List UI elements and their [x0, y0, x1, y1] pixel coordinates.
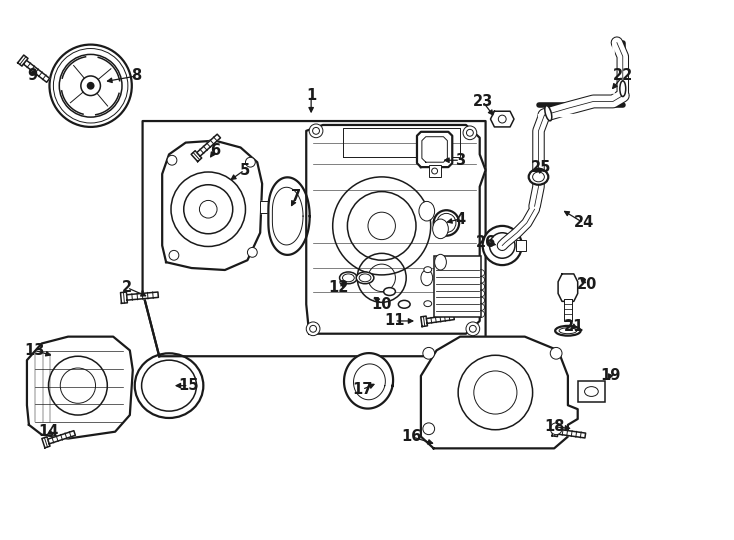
Ellipse shape [435, 254, 446, 270]
Text: 3: 3 [455, 153, 465, 168]
Polygon shape [162, 140, 262, 270]
Circle shape [306, 322, 320, 336]
Text: 4: 4 [455, 212, 465, 227]
Text: 19: 19 [600, 368, 620, 383]
Text: 16: 16 [401, 429, 421, 444]
Text: 14: 14 [38, 424, 59, 439]
Circle shape [167, 156, 177, 165]
Polygon shape [269, 177, 310, 255]
Polygon shape [27, 336, 133, 438]
Polygon shape [421, 316, 427, 327]
Polygon shape [23, 60, 50, 82]
Ellipse shape [356, 272, 374, 284]
Ellipse shape [421, 270, 432, 286]
Text: 20: 20 [578, 277, 597, 292]
Ellipse shape [424, 267, 432, 273]
Polygon shape [127, 292, 159, 300]
Polygon shape [260, 201, 274, 213]
Ellipse shape [432, 219, 448, 239]
Polygon shape [421, 336, 578, 448]
Circle shape [423, 423, 435, 435]
Circle shape [87, 82, 95, 90]
Ellipse shape [399, 300, 410, 308]
Circle shape [550, 423, 562, 435]
Text: 12: 12 [328, 280, 349, 295]
Polygon shape [191, 151, 202, 161]
Polygon shape [18, 55, 28, 66]
Text: 26: 26 [476, 235, 495, 250]
Text: 17: 17 [352, 382, 372, 397]
Text: 9: 9 [26, 69, 37, 84]
Circle shape [245, 157, 255, 167]
Text: 18: 18 [544, 419, 564, 434]
Ellipse shape [545, 106, 552, 121]
Polygon shape [417, 132, 452, 167]
Circle shape [169, 251, 179, 260]
Circle shape [247, 247, 257, 257]
Ellipse shape [555, 326, 581, 336]
Text: 15: 15 [178, 378, 199, 393]
Bar [516, 240, 526, 252]
Polygon shape [120, 292, 128, 303]
Circle shape [423, 347, 435, 359]
Polygon shape [306, 125, 486, 334]
Text: 25: 25 [531, 160, 552, 174]
Circle shape [466, 322, 480, 336]
Bar [564, 299, 572, 321]
Ellipse shape [528, 169, 548, 185]
Bar [434, 256, 481, 317]
Text: 24: 24 [573, 215, 594, 231]
Polygon shape [344, 353, 393, 409]
Bar [578, 381, 605, 402]
Bar [429, 165, 440, 177]
Ellipse shape [419, 201, 435, 221]
Circle shape [463, 126, 477, 140]
Circle shape [550, 347, 562, 359]
Polygon shape [197, 134, 220, 156]
Text: 8: 8 [131, 69, 142, 84]
Polygon shape [558, 274, 578, 301]
Text: 21: 21 [564, 319, 584, 334]
Circle shape [483, 226, 522, 265]
Text: 5: 5 [239, 163, 250, 178]
Ellipse shape [619, 81, 625, 97]
Polygon shape [426, 315, 454, 323]
Ellipse shape [384, 288, 396, 295]
Text: 2: 2 [122, 280, 132, 295]
Polygon shape [552, 426, 559, 436]
Ellipse shape [424, 301, 432, 307]
Text: 11: 11 [384, 313, 404, 328]
Ellipse shape [340, 272, 357, 284]
Text: 22: 22 [613, 69, 633, 84]
Text: 13: 13 [25, 343, 45, 358]
Text: 1: 1 [306, 88, 316, 103]
Polygon shape [558, 429, 586, 438]
Text: 6: 6 [210, 143, 220, 158]
Text: 10: 10 [371, 297, 392, 312]
Text: 23: 23 [473, 94, 493, 109]
Text: 7: 7 [291, 189, 302, 204]
Polygon shape [42, 437, 50, 448]
Polygon shape [490, 111, 514, 127]
Circle shape [309, 124, 323, 138]
Polygon shape [48, 431, 76, 444]
